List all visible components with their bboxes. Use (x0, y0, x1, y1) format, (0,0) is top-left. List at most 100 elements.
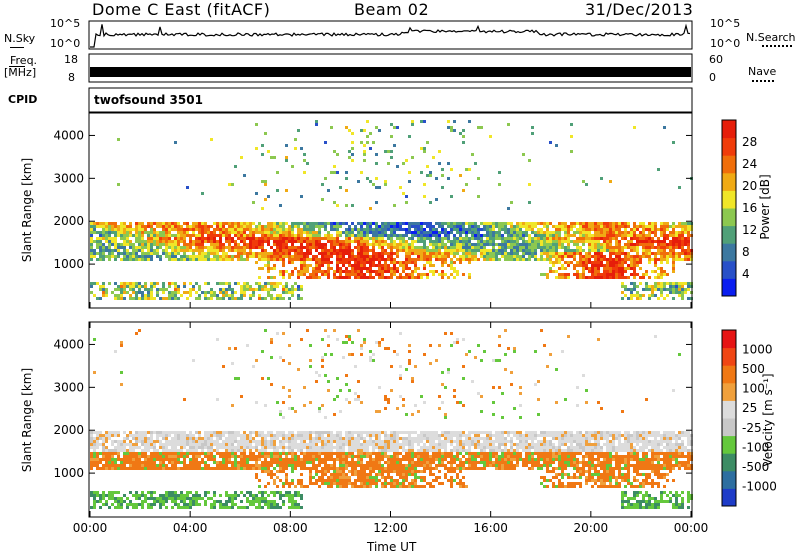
heatmap-cell (654, 282, 657, 285)
heatmap-cell (297, 297, 300, 300)
heatmap-cell (309, 476, 312, 479)
heatmap-cell (294, 458, 297, 461)
heatmap-cell (393, 446, 396, 449)
heatmap-cell (360, 129, 363, 132)
heatmap-cell (279, 249, 282, 252)
heatmap-cell (279, 258, 282, 261)
heatmap-cell (507, 258, 510, 261)
heatmap-cell (192, 222, 195, 225)
heatmap-cell (687, 246, 690, 249)
heatmap-cell (576, 231, 579, 234)
heatmap-cell (309, 344, 312, 347)
heatmap-cell (399, 273, 402, 276)
heatmap-cell (345, 482, 348, 485)
heatmap-cell (93, 461, 96, 464)
heatmap-cell (366, 446, 369, 449)
heatmap-cell (288, 389, 291, 392)
heatmap-cell (159, 222, 162, 225)
heatmap-cell (399, 473, 402, 476)
heatmap-cell (468, 243, 471, 246)
heatmap-cell (297, 276, 300, 279)
heatmap-cell (300, 267, 303, 270)
heatmap-cell (243, 228, 246, 231)
heatmap-cell (303, 431, 306, 434)
heatmap-cell (204, 461, 207, 464)
heatmap-cell (321, 338, 324, 341)
heatmap-cell (651, 246, 654, 249)
heatmap-cell (570, 252, 573, 255)
heatmap-cell (237, 225, 240, 228)
heatmap-cell (108, 464, 111, 467)
heatmap-cell (576, 270, 579, 273)
heatmap-cell (267, 482, 270, 485)
heatmap-cell (96, 231, 99, 234)
heatmap-cell (345, 171, 348, 174)
heatmap-cell (474, 228, 477, 231)
heatmap-cell (246, 344, 249, 347)
heatmap-cell (537, 258, 540, 261)
heatmap-cell (354, 255, 357, 258)
heatmap-cell (291, 467, 294, 470)
heatmap-cell (531, 255, 534, 258)
heatmap-cell (543, 246, 546, 249)
heatmap-cell (210, 434, 213, 437)
heatmap-cell (489, 258, 492, 261)
heatmap-cell (393, 222, 396, 225)
heatmap-cell (330, 240, 333, 243)
heatmap-cell (645, 285, 648, 288)
heatmap-cell (387, 455, 390, 458)
heatmap-cell (216, 437, 219, 440)
heatmap-cell (213, 231, 216, 234)
heatmap-cell (558, 255, 561, 258)
heatmap-cell (102, 258, 105, 261)
heatmap-cell (360, 401, 363, 404)
heatmap-cell (372, 252, 375, 255)
heatmap-cell (531, 231, 534, 234)
heatmap-cell (225, 228, 228, 231)
heatmap-cell (369, 255, 372, 258)
heatmap-cell (252, 440, 255, 443)
heatmap-cell (372, 452, 375, 455)
heatmap-cell (132, 458, 135, 461)
heatmap-cell (300, 467, 303, 470)
heatmap-cell (357, 246, 360, 249)
heatmap-cell (279, 461, 282, 464)
heatmap-cell (114, 237, 117, 240)
heatmap-cell (360, 225, 363, 228)
heatmap-cell (285, 291, 288, 294)
heatmap-cell (168, 458, 171, 461)
heatmap-cell (201, 231, 204, 234)
heatmap-cell (372, 261, 375, 264)
heatmap-cell (687, 285, 690, 288)
heatmap-cell (150, 294, 153, 297)
heatmap-cell (609, 267, 612, 270)
heatmap-cell (525, 258, 528, 261)
heatmap-cell (177, 249, 180, 252)
heatmap-cell (330, 446, 333, 449)
heatmap-cell (219, 461, 222, 464)
heatmap-cell (285, 479, 288, 482)
heatmap-cell (102, 231, 105, 234)
heatmap-cell (192, 243, 195, 246)
heatmap-cell (303, 159, 306, 162)
heatmap-cell (567, 246, 570, 249)
heatmap-cell (441, 186, 444, 189)
heatmap-cell (252, 228, 255, 231)
heatmap-cell (621, 231, 624, 234)
heatmap-cell (312, 443, 315, 446)
heatmap-cell (180, 240, 183, 243)
heatmap-cell (603, 255, 606, 258)
heatmap-cell (384, 443, 387, 446)
heatmap-cell (528, 252, 531, 255)
heatmap-cell (165, 497, 168, 500)
heatmap-cell (654, 255, 657, 258)
heatmap-cell (402, 228, 405, 231)
heatmap-cell (90, 234, 93, 237)
heatmap-cell (381, 276, 384, 279)
heatmap-cell (285, 473, 288, 476)
heatmap-cell (246, 497, 249, 500)
heatmap-cell (426, 234, 429, 237)
heatmap-cell (96, 240, 99, 243)
heatmap-cell (666, 246, 669, 249)
heatmap-cell (291, 270, 294, 273)
